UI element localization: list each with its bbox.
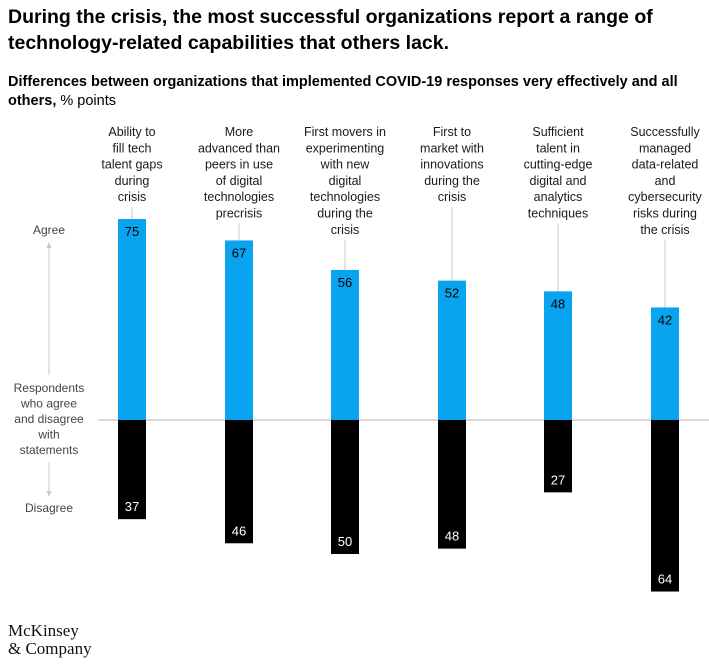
axis-arrow-up-icon — [46, 242, 52, 248]
category-label-line: of digital — [216, 174, 263, 188]
axis-middle-label-line: Respondents — [14, 381, 85, 395]
disagree-value-label: 48 — [445, 529, 459, 544]
agree-value-label: 75 — [125, 224, 139, 239]
category-label-line: peers in use — [205, 158, 273, 172]
agree-value-label: 56 — [338, 275, 352, 290]
chart-subtitle: Differences between organizations that i… — [8, 73, 708, 111]
disagree-value-label: 50 — [338, 534, 352, 549]
axis-middle-label-line: who agree — [20, 397, 77, 411]
agree-bar — [118, 219, 146, 420]
category-label-line: First movers in — [304, 125, 386, 139]
agree-bar — [544, 291, 572, 420]
chart-title: During the crisis, the most successful o… — [8, 6, 653, 54]
disagree-value-label: 46 — [232, 523, 246, 538]
axis-middle-label-line: statements — [20, 443, 79, 457]
category-label-line: crisis — [118, 190, 146, 204]
category-label-line: crisis — [438, 190, 466, 204]
category-label-line: during — [115, 174, 150, 188]
agree-value-label: 48 — [551, 296, 565, 311]
bars: 75 37 67 46 56 50 52 48 48 27 42 64 — [118, 219, 679, 592]
category-label-line: technologies — [204, 190, 274, 204]
subtitle-text: Differences between organizations that i… — [8, 74, 678, 109]
category-label-line: cybersecurity — [628, 190, 702, 204]
category-label-line: More — [225, 125, 254, 139]
agree-bar — [225, 240, 253, 420]
disagree-bar — [118, 420, 146, 520]
disagree-bar — [225, 420, 253, 544]
category-label-line: precrisis — [216, 207, 263, 221]
agree-value-label: 42 — [658, 312, 672, 327]
category-label-line: innovations — [420, 158, 483, 172]
axis-agree-label: Agree — [33, 223, 65, 237]
category-label-line: Sufficient — [532, 125, 584, 139]
disagree-value-label: 27 — [551, 472, 565, 487]
category-label-line: managed — [639, 141, 691, 155]
logo-line-2: & Company — [8, 639, 92, 658]
category-label-line: technologies — [310, 190, 380, 204]
axis-middle-label-line: with — [37, 428, 59, 442]
disagree-value-label: 37 — [125, 499, 139, 514]
axis-arrow-down-icon — [46, 491, 52, 497]
disagree-bar — [544, 420, 572, 493]
category-labels: Ability to fill tech talent gaps during cris… — [101, 125, 703, 308]
agree-bar — [438, 280, 466, 420]
category-label-line: crisis — [331, 223, 359, 237]
axis-disagree-label: Disagree — [25, 501, 73, 515]
category-label-line: advanced than — [198, 141, 280, 155]
category-label-line: techniques — [528, 207, 588, 221]
category-label-line: digital — [329, 174, 362, 188]
category-label-line: Successfully — [630, 125, 700, 139]
disagree-bar — [651, 420, 679, 592]
category-label-line: data-related — [632, 158, 699, 172]
category-label-line: talent in — [536, 141, 580, 155]
category-label-line: the crisis — [640, 223, 689, 237]
category-label-line: digital and — [530, 174, 587, 188]
category-label-line: during the — [317, 207, 373, 221]
category-label-line: talent gaps — [101, 158, 162, 172]
category-label-line: experimenting — [306, 141, 385, 155]
category-label-line: market with — [420, 141, 484, 155]
category-label-line: cutting-edge — [524, 158, 593, 172]
category-label-line: and — [655, 174, 676, 188]
mckinsey-logo: McKinsey & Company — [8, 622, 92, 658]
axis-middle-label-line: and disagree — [14, 412, 84, 426]
disagree-bar — [438, 420, 466, 549]
logo-line-1: McKinsey — [8, 621, 79, 640]
disagree-value-label: 64 — [658, 572, 672, 587]
agree-value-label: 52 — [445, 286, 459, 301]
unit-label: % points — [60, 93, 116, 109]
agree-bar — [651, 307, 679, 420]
category-label-line: fill tech — [113, 141, 152, 155]
category-label-line: risks during — [633, 207, 697, 221]
category-label-line: during the — [424, 174, 480, 188]
agree-bar — [331, 269, 359, 420]
category-label-line: with new — [320, 158, 371, 172]
category-label-line: First to — [433, 125, 471, 139]
agree-value-label: 67 — [232, 245, 246, 260]
category-label-line: Ability to — [108, 125, 155, 139]
category-label-line: analytics — [534, 190, 583, 204]
disagree-bar — [331, 420, 359, 554]
